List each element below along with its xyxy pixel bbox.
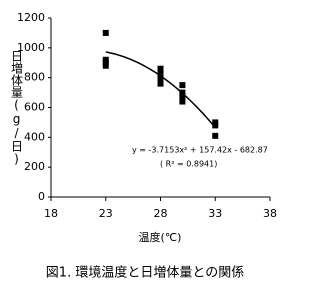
y-tick-label: 1200 (17, 11, 45, 24)
y-tick-label: 200 (24, 160, 45, 173)
point (157, 80, 164, 87)
y-tick-label: 0 (38, 190, 45, 203)
point (102, 62, 109, 69)
y-tick-label: 400 (24, 130, 45, 143)
point (179, 98, 186, 105)
equation: y = -3.7153x² + 157.42x - 682.87 (132, 146, 268, 155)
x-tick-label: 23 (99, 207, 113, 220)
point (212, 132, 219, 139)
x-tick-label: 33 (208, 207, 222, 220)
y-tick-label: 600 (24, 101, 45, 114)
point (102, 29, 109, 36)
x-axis-label: 温度(℃) (139, 230, 182, 244)
point (179, 92, 186, 99)
y-axis-label: 日増体量(g/日) (10, 50, 24, 166)
r-squared: ( R² = 0.8941) (160, 160, 217, 169)
y-tick-label: 800 (24, 71, 45, 84)
x-tick-label: 28 (154, 207, 168, 220)
y-tick-label: 1000 (17, 41, 45, 54)
chart: 日増体量(g/日) 温度(℃) 図1. 環境温度と日増体量との関係 y = -3… (10, 11, 278, 281)
trendline (105, 51, 216, 128)
x-tick-label: 38 (263, 207, 277, 220)
point (212, 122, 219, 129)
point (157, 68, 164, 75)
caption: 図1. 環境温度と日増体量との関係 (46, 265, 244, 281)
point (179, 82, 186, 89)
x-tick-label: 18 (44, 207, 58, 220)
